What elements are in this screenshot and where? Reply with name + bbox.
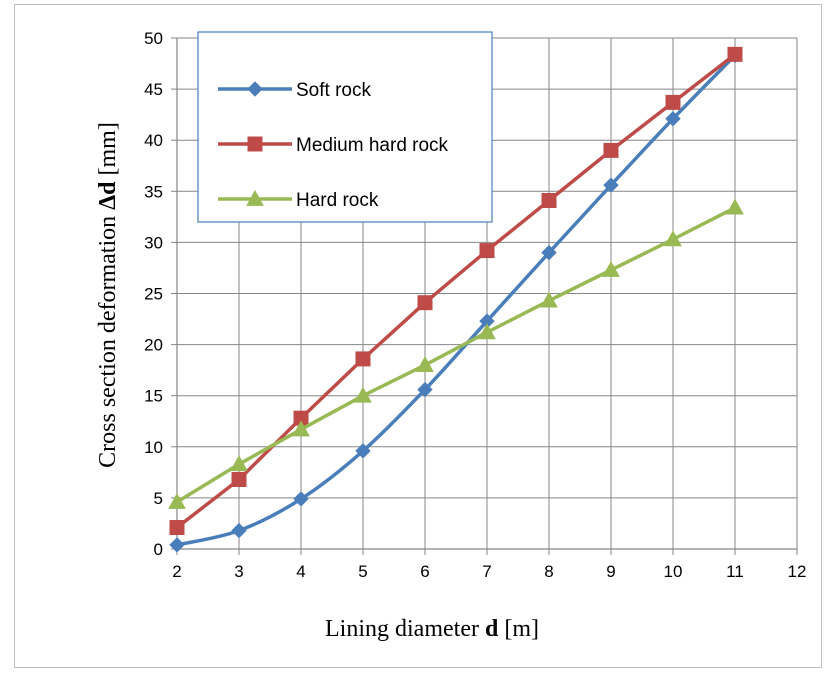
y-tick-label: 45 [144, 80, 163, 99]
y-tick-label: 50 [144, 29, 163, 48]
data-point-medium-hard-rock [417, 295, 433, 311]
data-point-hard-rock [416, 356, 434, 372]
data-point-hard-rock [540, 291, 558, 308]
series-medium-hard-rock [169, 46, 743, 536]
data-point-soft-rock [355, 443, 371, 459]
chart-frame: 2 3 4 5 6 7 8 9 10 11 12 0 5 10 15 20 25 30 35 40 45 50 Soft… [14, 4, 822, 668]
series-line-hard-rock [176, 206, 736, 504]
data-point-medium-hard-rock [541, 192, 557, 208]
x-tick-label: 12 [788, 562, 807, 581]
y-tick-label: 10 [144, 438, 163, 457]
data-point-hard-rock [230, 455, 248, 472]
data-point-hard-rock [726, 198, 744, 215]
data-point-hard-rock [354, 386, 372, 403]
x-tick-label: 4 [296, 562, 305, 581]
x-tick-label: 8 [544, 562, 553, 581]
data-point-hard-rock [602, 260, 620, 277]
x-tick-label: 6 [420, 562, 429, 581]
data-point-hard-rock [478, 323, 496, 340]
data-point-soft-rock [603, 177, 619, 193]
legend-marker-soft-rock [247, 81, 263, 97]
y-tick-label: 5 [154, 489, 163, 508]
legend-marker-hard-rock [246, 189, 264, 206]
data-point-medium-hard-rock [169, 520, 185, 536]
data-point-hard-rock [664, 230, 682, 247]
data-point-hard-rock [168, 492, 186, 509]
series-line-medium-hard-rock [175, 52, 737, 529]
data-point-medium-hard-rock [603, 142, 619, 158]
x-tick-labels: 2 3 4 5 6 7 8 9 10 11 12 [172, 562, 806, 581]
y-tick-label: 35 [144, 182, 163, 201]
x-axis-label: Lining diameter d [m] [325, 616, 539, 642]
legend-label-soft-rock: Soft rock [296, 80, 371, 101]
x-tick-label: 10 [664, 562, 683, 581]
x-tick-label: 9 [606, 562, 615, 581]
y-axis-label: Cross section deformation Δd [mm] [95, 122, 121, 468]
data-point-soft-rock [231, 522, 247, 539]
x-tick-label: 7 [482, 562, 491, 581]
data-point-soft-rock [293, 491, 309, 507]
data-point-hard-rock [292, 420, 310, 437]
y-tick-labels: 0 5 10 15 20 25 30 35 40 45 50 [144, 29, 163, 559]
axes [171, 37, 798, 555]
legend-item-medium-hard-rock: Medium hard rock [218, 135, 449, 156]
legend-label-hard-rock: Hard rock [296, 190, 379, 211]
data-point-soft-rock [169, 537, 185, 553]
y-tick-label: 20 [144, 336, 163, 355]
series-layer [168, 46, 744, 553]
legend-box [197, 31, 493, 223]
data-point-medium-hard-rock [665, 94, 681, 110]
data-point-medium-hard-rock [727, 46, 743, 62]
y-tick-label: 30 [144, 233, 163, 252]
legend-marker-medium-hard-rock [247, 136, 263, 152]
data-point-medium-hard-rock [231, 472, 247, 488]
data-point-soft-rock [541, 244, 557, 261]
y-tick-label: 0 [154, 540, 163, 559]
y-tick-label: 15 [144, 387, 163, 406]
x-tick-label: 11 [726, 562, 744, 581]
data-point-soft-rock [417, 381, 433, 398]
data-point-soft-rock [665, 111, 681, 127]
legend-item-hard-rock: Hard rock [218, 189, 379, 211]
data-point-medium-hard-rock [479, 243, 495, 259]
legend: Soft rock Medium hard rock Hard rock [197, 31, 493, 223]
x-tick-label: 3 [234, 562, 243, 581]
series-hard-rock [168, 198, 744, 509]
data-point-medium-hard-rock [355, 351, 371, 367]
x-tick-label: 5 [358, 562, 367, 581]
y-tick-label: 25 [144, 285, 163, 304]
x-tick-label: 2 [172, 562, 181, 581]
legend-item-soft-rock: Soft rock [218, 80, 371, 101]
legend-label-medium-hard-rock: Medium hard rock [296, 135, 449, 156]
y-tick-label: 40 [144, 131, 163, 150]
